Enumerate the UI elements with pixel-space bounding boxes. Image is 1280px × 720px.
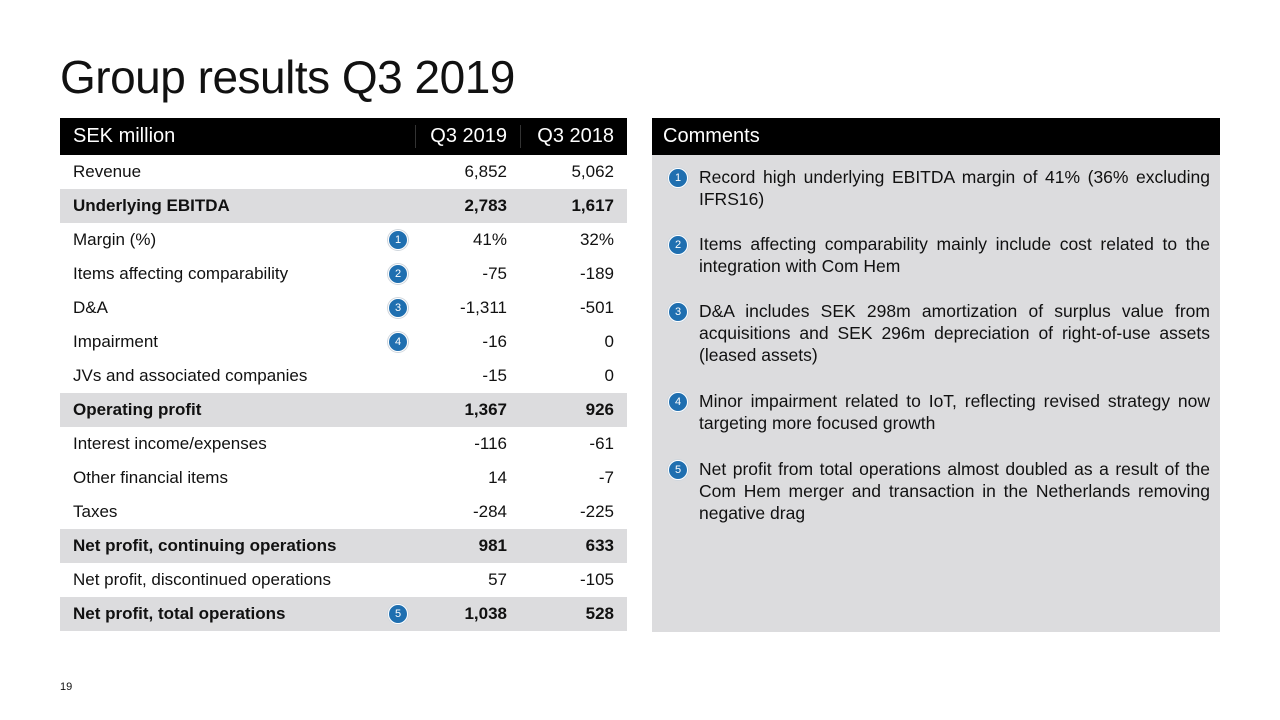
value-q3-2019: 1,038 xyxy=(464,604,507,623)
comment-text: Minor impairment related to IoT, reflect… xyxy=(699,391,1210,433)
comments-header: Comments xyxy=(652,118,1220,155)
comment-item: 5 Net profit from total operations almost… xyxy=(668,458,1210,524)
value-q3-2019: -16 xyxy=(482,332,507,351)
header-q3-2019: Q3 2019 xyxy=(415,125,520,148)
value-q3-2019: -15 xyxy=(482,366,507,385)
value-q3-2019: 981 xyxy=(478,536,507,555)
value-q3-2019: 57 xyxy=(488,570,507,589)
value-q3-2018: 32% xyxy=(579,230,614,249)
note-badge: 1 xyxy=(388,230,408,250)
table-row: Net profit, continuing operations 981 633 xyxy=(60,529,627,563)
page-number: 19 xyxy=(60,681,73,693)
note-badge: 5 xyxy=(388,604,408,624)
row-label: Interest income/expenses xyxy=(73,434,267,453)
value-q3-2019: 1,367 xyxy=(464,400,507,419)
comment-item: 3 D&A includes SEK 298m amortization of s… xyxy=(668,300,1210,366)
value-q3-2018: -61 xyxy=(589,434,614,453)
value-q3-2018: 926 xyxy=(585,400,614,419)
note-badge: 3 xyxy=(388,298,408,318)
comment-text: Net profit from total operations almost … xyxy=(699,459,1210,523)
value-q3-2018: 528 xyxy=(585,604,614,623)
row-label: Items affecting comparability xyxy=(73,264,289,283)
value-q3-2019: 6,852 xyxy=(464,162,507,181)
comment-item: 4 Minor impairment related to IoT, reflec… xyxy=(668,390,1210,434)
table-row: Interest income/expenses -116 -61 xyxy=(60,427,627,461)
table-row: Margin (%) 1 41% 32% xyxy=(60,223,627,257)
value-q3-2018: -7 xyxy=(598,468,614,487)
table-row: Net profit, discontinued operations 57 -10… xyxy=(60,563,627,597)
row-label: Other financial items xyxy=(73,468,228,487)
row-label: Taxes xyxy=(73,502,118,521)
row-label: Net profit, continuing operations xyxy=(73,536,337,555)
value-q3-2018: -105 xyxy=(579,570,614,589)
header-label: SEK million xyxy=(73,125,176,147)
note-badge: 2 xyxy=(388,264,408,284)
table-row: Taxes -284 -225 xyxy=(60,495,627,529)
comment-item: 2 Items affecting comparability mainly in… xyxy=(668,233,1210,277)
row-label: Net profit, discontinued operations xyxy=(73,570,331,589)
row-label: JVs and associated companies xyxy=(73,366,308,385)
table-row: Items affecting comparability 2 -75 -189 xyxy=(60,257,627,291)
value-q3-2019: -284 xyxy=(472,502,507,521)
row-label: Operating profit xyxy=(73,400,202,419)
row-label: Margin (%) xyxy=(73,230,157,249)
table-row: Impairment 4 -16 0 xyxy=(60,325,627,359)
note-badge: 1 xyxy=(668,168,688,188)
value-q3-2018: -225 xyxy=(579,502,614,521)
note-badge: 4 xyxy=(388,332,408,352)
value-q3-2019: 2,783 xyxy=(464,196,507,215)
comments-panel: Comments 1 Record high underlying EBITDA … xyxy=(652,118,1220,632)
comment-item: 1 Record high underlying EBITDA margin of… xyxy=(668,166,1210,210)
value-q3-2018: 633 xyxy=(585,536,614,555)
table-row: Other financial items 14 -7 xyxy=(60,461,627,495)
value-q3-2018: -189 xyxy=(579,264,614,283)
value-q3-2019: -75 xyxy=(482,264,507,283)
row-label: D&A xyxy=(73,298,108,317)
table-header: SEK million Q3 2019 Q3 2018 xyxy=(60,118,627,155)
header-q3-2018: Q3 2018 xyxy=(520,125,627,148)
note-badge: 4 xyxy=(668,392,688,412)
note-badge: 5 xyxy=(668,460,688,480)
note-badge: 2 xyxy=(668,235,688,255)
value-q3-2019: -1,311 xyxy=(460,298,507,317)
table-row: Operating profit 1,367 926 xyxy=(60,393,627,427)
value-q3-2019: -116 xyxy=(474,434,507,453)
table-row: JVs and associated companies -15 0 xyxy=(60,359,627,393)
page-title: Group results Q3 2019 xyxy=(60,51,515,103)
value-q3-2018: 1,617 xyxy=(571,196,614,215)
comment-text: Record high underlying EBITDA margin of … xyxy=(699,167,1210,209)
results-table: SEK million Q3 2019 Q3 2018 Revenue 6,852… xyxy=(60,118,627,631)
table-row: Net profit, total operations 5 1,038 528 xyxy=(60,597,627,631)
value-q3-2019: 14 xyxy=(488,468,507,487)
value-q3-2018: 5,062 xyxy=(571,162,614,181)
comment-text: D&A includes SEK 298m amortization of su… xyxy=(699,301,1210,365)
table-row: Underlying EBITDA 2,783 1,617 xyxy=(60,189,627,223)
note-badge: 3 xyxy=(668,302,688,322)
table-row: D&A 3 -1,311 -501 xyxy=(60,291,627,325)
row-label: Underlying EBITDA xyxy=(73,196,230,215)
value-q3-2018: -501 xyxy=(579,298,614,317)
row-label: Impairment xyxy=(73,332,159,351)
table-row: Revenue 6,852 5,062 xyxy=(60,155,627,189)
row-label: Net profit, total operations xyxy=(73,604,286,623)
row-label: Revenue xyxy=(73,162,142,181)
value-q3-2019: 41% xyxy=(472,230,507,249)
value-q3-2018: 0 xyxy=(604,366,614,385)
comment-text: Items affecting comparability mainly inc… xyxy=(699,234,1210,276)
value-q3-2018: 0 xyxy=(604,332,614,351)
